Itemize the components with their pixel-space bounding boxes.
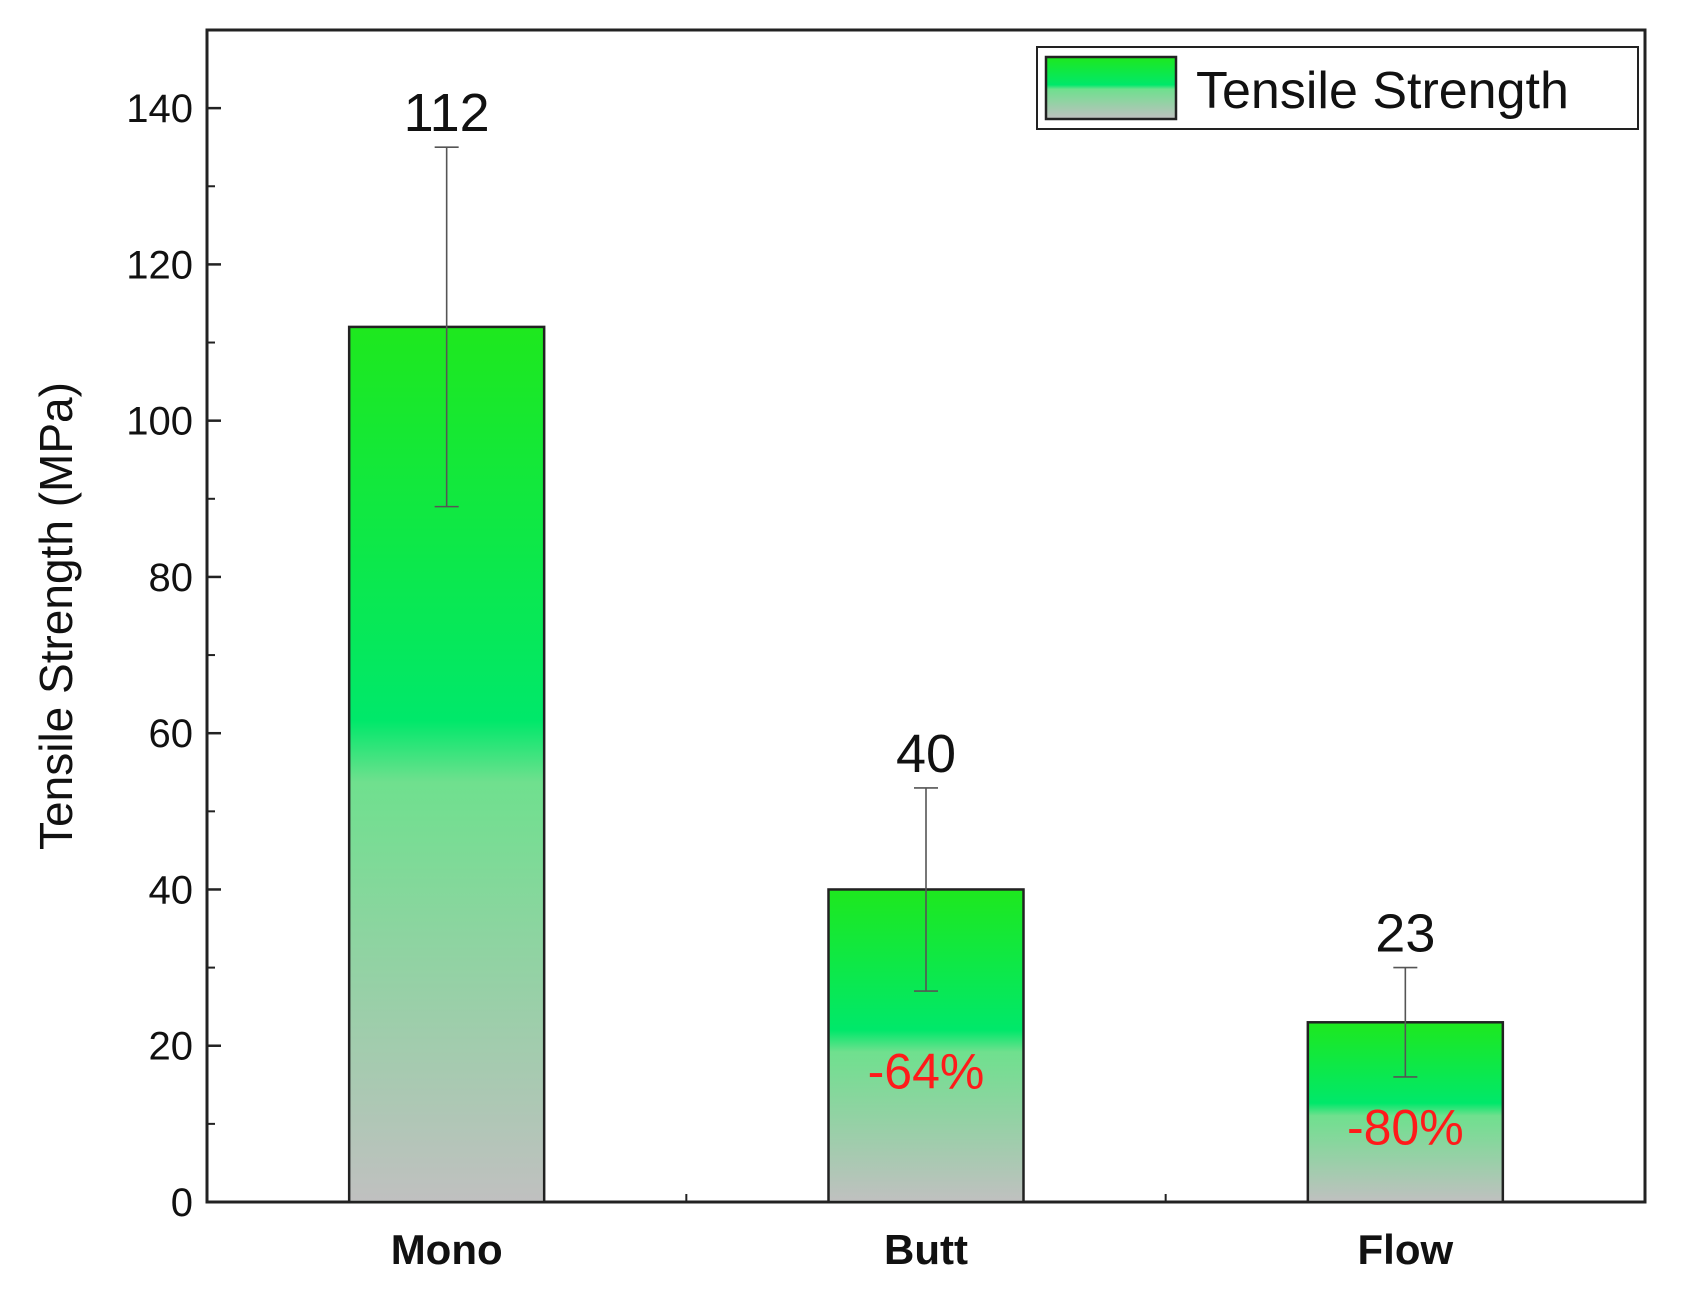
bars: 112 40 -64% 23 -80% — [347, 83, 1505, 1204]
legend-swatch — [1044, 55, 1178, 121]
x-axis: Mono Butt Flow — [391, 1188, 1454, 1273]
y-tick-label: 0 — [171, 1181, 193, 1225]
y-tick-label: 140 — [126, 87, 193, 131]
legend-label: Tensile Strength — [1196, 62, 1569, 120]
y-tick-label: 80 — [149, 556, 194, 600]
data-label: 23 — [1375, 904, 1435, 964]
change-label: -64% — [868, 1044, 985, 1100]
x-tick-label: Butt — [884, 1226, 968, 1273]
y-tick-label: 100 — [126, 400, 193, 444]
x-tick-label: Mono — [391, 1226, 503, 1273]
y-tick-label: 120 — [126, 243, 193, 287]
x-tick-label: Flow — [1358, 1226, 1454, 1273]
y-axis-title: Tensile Strength (MPa) — [30, 382, 82, 850]
y-tick-label: 60 — [149, 712, 194, 756]
y-axis: 0 20 40 60 80 100 120 140 — [126, 87, 221, 1225]
y-tick-label: 40 — [149, 868, 194, 912]
data-label: 112 — [404, 83, 490, 143]
change-label: -80% — [1347, 1100, 1464, 1156]
data-label: 40 — [896, 724, 956, 784]
y-tick-label: 20 — [149, 1025, 194, 1069]
legend: Tensile Strength — [1036, 46, 1639, 130]
